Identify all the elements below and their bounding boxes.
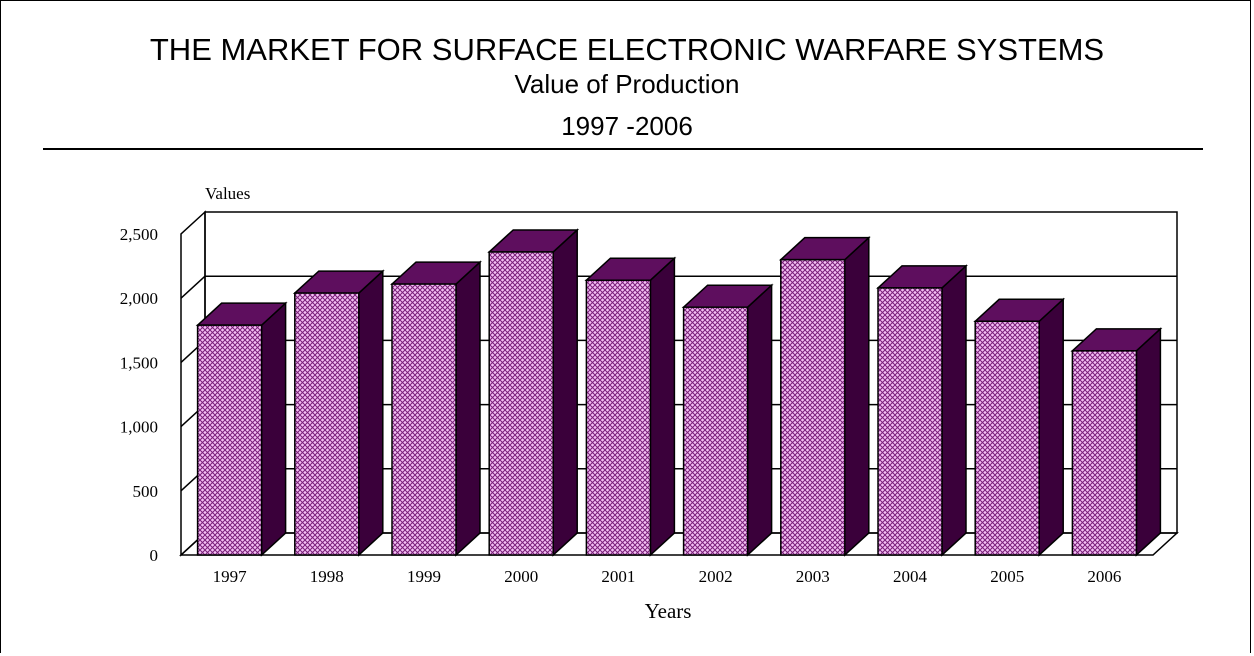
bar-front — [196, 324, 263, 556]
title-divider — [43, 148, 1203, 150]
bar-front — [294, 292, 360, 556]
bar — [973, 297, 1066, 557]
y-tick-label: 1,500 — [120, 353, 158, 372]
bar-front — [780, 258, 846, 556]
bar — [487, 228, 580, 557]
bar — [778, 235, 871, 557]
bar — [681, 283, 774, 557]
bar — [1070, 327, 1163, 557]
bar — [195, 301, 288, 557]
x-axis-label: Years — [645, 599, 692, 623]
bar-side — [552, 228, 578, 557]
y-tick-label: 2,500 — [120, 225, 158, 244]
bar-side — [941, 264, 967, 557]
x-tick-label: 1997 — [213, 567, 248, 586]
y-tick-label: 1,000 — [120, 418, 158, 437]
x-tick-label: 2003 — [796, 567, 830, 586]
x-tick-label: 1999 — [407, 567, 441, 586]
bar — [584, 256, 677, 557]
x-tick-label: 2002 — [699, 567, 733, 586]
bar-front — [682, 306, 749, 556]
bar-side — [358, 269, 384, 557]
bar-front — [974, 320, 1040, 556]
bar-side — [1038, 297, 1064, 557]
bar-front — [391, 283, 457, 556]
x-tick-label: 2001 — [601, 567, 635, 586]
y-tick-label: 0 — [150, 546, 159, 565]
x-tick-label: 1998 — [310, 567, 344, 586]
chart-period: 1997 -2006 — [561, 111, 693, 141]
bar-side — [260, 301, 287, 557]
chart-subtitle: Value of Production — [514, 69, 740, 99]
bar — [390, 260, 482, 557]
x-tick-label: 2006 — [1087, 567, 1121, 586]
bar — [876, 264, 968, 557]
x-tick-label: 2004 — [893, 567, 928, 586]
bar-side — [746, 283, 773, 557]
bar-side — [455, 260, 481, 557]
bar-side — [844, 235, 870, 557]
bar-side — [649, 256, 676, 557]
bar-front — [585, 279, 652, 556]
y-axis-label: Values — [205, 184, 250, 203]
bar — [292, 269, 385, 557]
x-tick-label: 2000 — [504, 567, 538, 586]
x-tick-label: 2005 — [990, 567, 1024, 586]
bar-front — [877, 287, 943, 556]
bar-front — [488, 251, 554, 556]
gridline-side — [180, 275, 206, 299]
y-tick-label: 500 — [133, 482, 159, 501]
bar-side — [1135, 327, 1162, 557]
bar-front — [1071, 350, 1138, 556]
y-tick-label: 2,000 — [120, 289, 158, 308]
chart-title: THE MARKET FOR SURFACE ELECTRONIC WARFAR… — [149, 32, 1105, 67]
